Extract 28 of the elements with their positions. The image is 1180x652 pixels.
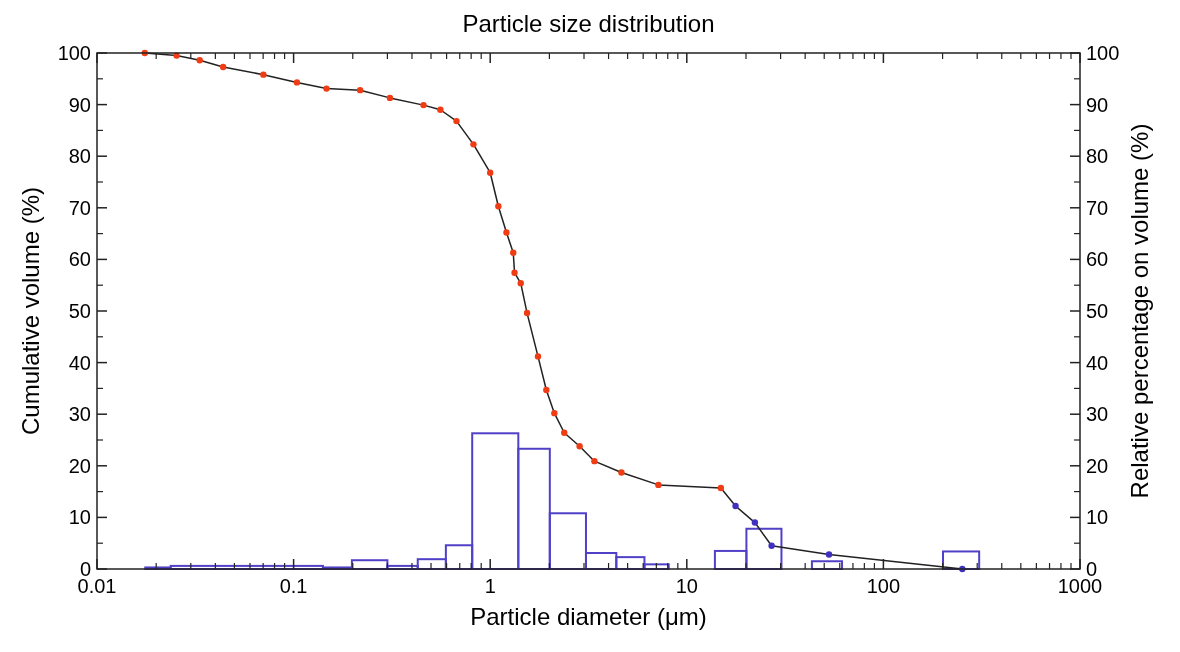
- y-tick-label: 100: [57, 42, 91, 64]
- y2-tick-label: 70: [1086, 196, 1109, 219]
- y2-tick-label: 60: [1086, 248, 1109, 271]
- y2-axis-title: Relative percentage on volume (%): [1126, 123, 1153, 499]
- y-axis-title: Cumulative volume (%): [17, 186, 44, 436]
- y2-tick-label: 90: [1086, 93, 1109, 116]
- y-tick-label: 90: [68, 93, 91, 116]
- y2-tick-label: 40: [1086, 351, 1109, 374]
- y-tick-label: 50: [68, 300, 91, 322]
- y2-tick-label: 100: [1086, 42, 1120, 64]
- x-axis-title: Particle diameter (μm): [470, 603, 707, 630]
- y2-tick-label: 50: [1086, 300, 1109, 322]
- x-tick-label: 10: [675, 575, 698, 597]
- y-tick-label: 80: [68, 145, 91, 168]
- y-tick-label: 40: [68, 351, 91, 374]
- y2-tick-label: 80: [1086, 145, 1109, 168]
- x-tick-label: 100: [866, 575, 901, 597]
- y-tick-label: 30: [68, 403, 91, 426]
- y2-tick-label: 20: [1086, 454, 1109, 477]
- chart-title: Particle size distribution: [462, 10, 715, 37]
- y2-tick-label: 30: [1086, 403, 1109, 426]
- y-tick-label: 10: [68, 506, 91, 529]
- y-tick-label: 70: [68, 196, 91, 219]
- y-tick-label: 20: [68, 454, 91, 477]
- x-tick-label: 1: [484, 575, 496, 597]
- y-tick-label: 60: [68, 248, 91, 271]
- x-tick-label: 0.1: [279, 575, 308, 597]
- y2-tick-label: 10: [1086, 506, 1109, 529]
